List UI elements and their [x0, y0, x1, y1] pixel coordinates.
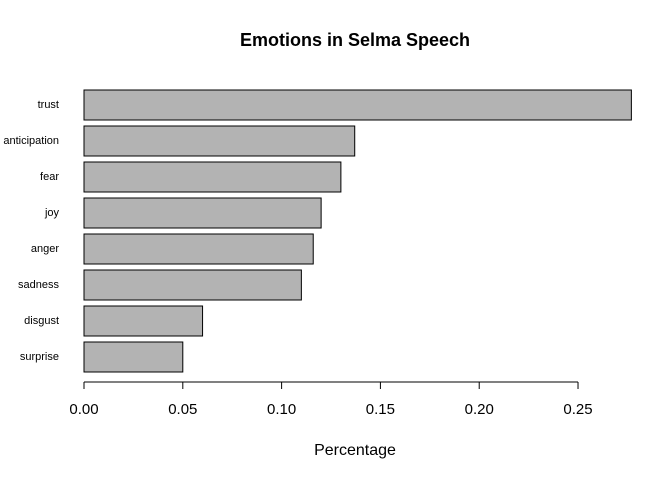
x-axis-label: Percentage [314, 442, 396, 459]
x-tick-label: 0.20 [465, 401, 494, 418]
bar [83, 197, 322, 229]
y-tick-label: joy [44, 207, 60, 219]
chart-title: Emotions in Selma Speech [240, 30, 470, 50]
y-tick-label: trust [38, 99, 59, 111]
y-tick-label: anticipation [3, 135, 59, 147]
bar [83, 269, 302, 301]
bar [83, 233, 314, 265]
bar [83, 89, 632, 121]
y-tick-label: surprise [20, 351, 59, 363]
bar [83, 161, 342, 193]
x-tick-label: 0.00 [69, 401, 98, 418]
bar [83, 341, 184, 373]
y-tick-label: sadness [18, 279, 59, 291]
bar [83, 305, 204, 337]
y-tick-label: anger [31, 243, 59, 255]
x-tick-label: 0.10 [267, 401, 296, 418]
y-tick-label: disgust [24, 315, 59, 327]
y-tick-label: fear [40, 171, 59, 183]
x-tick-label: 0.25 [563, 401, 592, 418]
x-tick-label: 0.05 [168, 401, 197, 418]
x-tick-label: 0.15 [366, 401, 395, 418]
bar [83, 125, 356, 157]
